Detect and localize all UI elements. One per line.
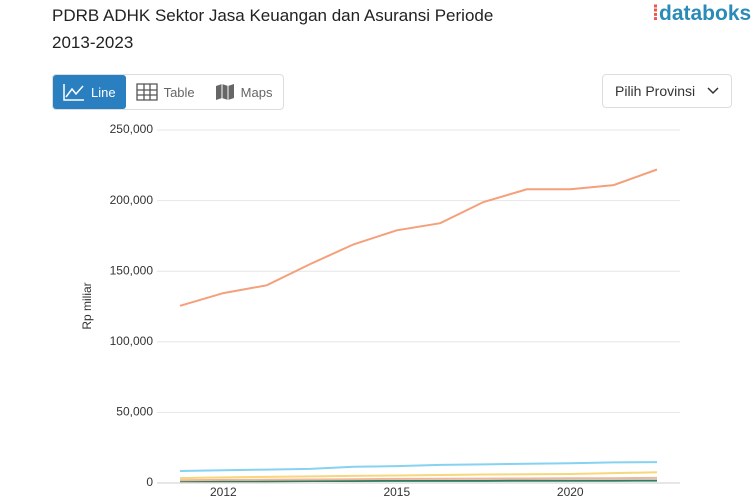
tabs: Line Table Maps (52, 74, 284, 110)
series-line (179, 168, 658, 307)
x-tick-label: 2020 (557, 485, 584, 498)
table-icon (135, 83, 158, 101)
tab-table[interactable]: Table (126, 75, 205, 109)
x-tick-label: 2012 (210, 485, 237, 498)
tab-label: Maps (240, 84, 273, 100)
series-line (179, 476, 658, 482)
y-tick-label: 0 (146, 475, 153, 489)
y-tick-label: 250,000 (110, 122, 154, 136)
line-icon (63, 84, 84, 101)
tab-label: Table (163, 84, 195, 100)
logo-icon: ⁞ (652, 2, 659, 25)
tab-line[interactable]: Line (53, 75, 126, 109)
logo: ⁞databoks (652, 2, 751, 26)
tab-maps[interactable]: Maps (205, 75, 283, 109)
tab-label: Line (91, 84, 116, 100)
series-line (179, 479, 658, 483)
chart-title: PDRB ADHK Sektor Jasa Keuangan dan Asura… (52, 6, 494, 52)
y-tick-label: 150,000 (110, 263, 154, 277)
y-tick-label: 100,000 (110, 334, 154, 348)
x-tick-label: 2015 (383, 485, 410, 498)
y-tick-label: 50,000 (116, 405, 153, 419)
series-line (179, 471, 658, 480)
y-tick-label: 200,000 (110, 193, 154, 207)
dropdown-label: Pilih Provinsi (615, 83, 696, 99)
map-icon (215, 84, 234, 100)
chevron (707, 87, 719, 95)
logo-text: databoks (659, 2, 752, 25)
province-dropdown[interactable]: Pilih Provinsi (602, 74, 732, 108)
series-line (179, 461, 658, 472)
y-axis-label: Rp miliar (80, 282, 94, 329)
